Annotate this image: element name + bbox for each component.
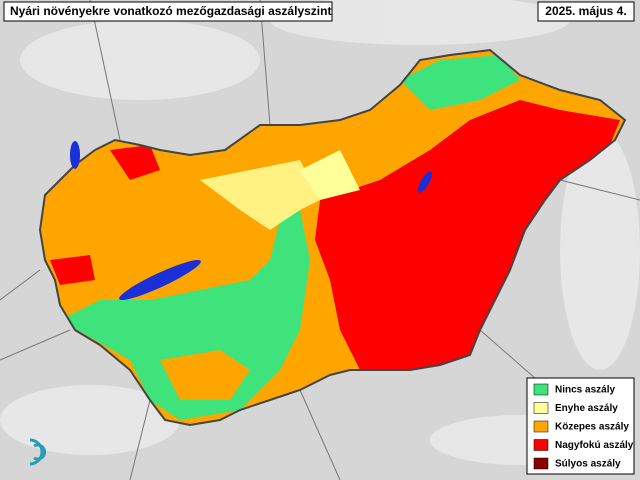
lakes [70, 141, 432, 301]
legend: Nincs aszály Enyhe aszály Közepes aszály Na… [533, 383, 634, 470]
legend-swatch [533, 439, 549, 451]
legend-label: Közepes aszály [555, 422, 629, 433]
legend-label: Nagyfokú aszály [555, 440, 634, 451]
legend-swatch [533, 420, 549, 433]
legend-swatch [533, 383, 549, 396]
legend-swatch [533, 402, 549, 414]
map-date: 2025. május 4. [545, 4, 626, 18]
legend-label: Enyhe aszály [555, 403, 618, 414]
map-title: Nyári növényekre vonatkozó mezőgazdasági… [10, 4, 331, 18]
date-box [537, 1, 635, 22]
legend-swatch [533, 457, 549, 470]
logo [29, 438, 47, 466]
legend-label: Nincs aszály [555, 385, 615, 396]
legend-label: Súlyos aszály [555, 459, 621, 470]
title-box [3, 1, 333, 22]
